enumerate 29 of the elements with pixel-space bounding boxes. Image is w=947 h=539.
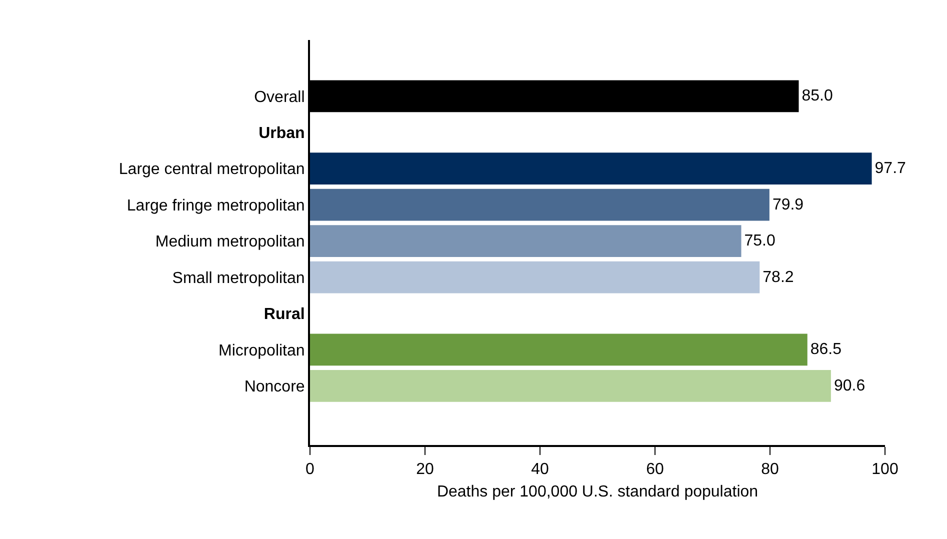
y-tick-label: Noncore [244, 378, 305, 396]
y-tick-label: Urban [258, 124, 305, 142]
bar [310, 225, 742, 257]
x-tick-label: 40 [531, 461, 549, 478]
bar [310, 152, 872, 185]
bar [310, 370, 831, 402]
x-tick-label: 100 [872, 461, 898, 478]
bar [310, 334, 808, 366]
x-tick-label: 80 [761, 461, 779, 478]
x-tick-label: 20 [416, 461, 434, 478]
data-label: 97.7 [874, 160, 906, 178]
data-label: 90.6 [834, 377, 866, 394]
y-tick-label: Large fringe metropolitan [126, 197, 305, 214]
data-label: 85.0 [802, 88, 833, 105]
x-tick-label: 0 [306, 461, 315, 478]
x-tick-label: 60 [646, 461, 664, 478]
data-label: 75.0 [744, 232, 776, 250]
data-label: 79.9 [772, 196, 804, 214]
y-tick-label: Rural [264, 306, 305, 324]
y-tick-label: Micropolitan [218, 342, 305, 360]
y-tick-label: Large central metropolitan [118, 161, 305, 178]
y-tick-label: Overall [254, 88, 305, 106]
bar [310, 188, 770, 221]
y-tick-label: Medium metropolitan [155, 234, 305, 251]
y-tick-label: Small metropolitan [172, 270, 305, 287]
data-label: 78.2 [762, 268, 794, 286]
data-label: 86.5 [810, 341, 842, 358]
bar [310, 261, 760, 294]
x-axis-title: Deaths per 100,000 U.S. standard population [436, 483, 758, 500]
